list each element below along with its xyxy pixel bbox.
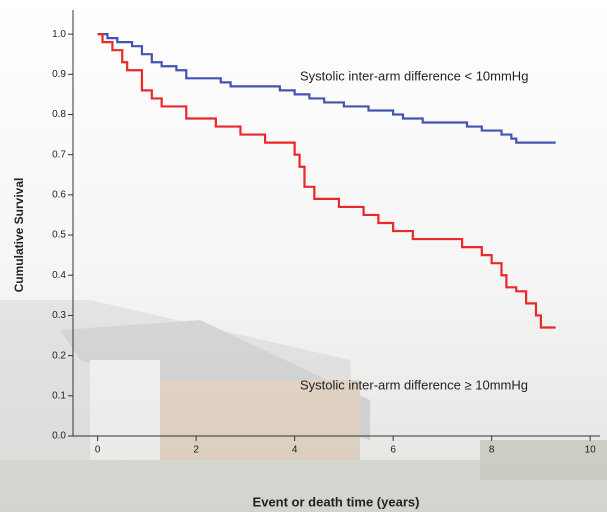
chart: Cumulative Survival Event or death time …	[0, 0, 607, 512]
y-tick-label: 0.9	[52, 69, 66, 80]
y-tick-label: 1.0	[52, 29, 66, 40]
y-tick-label: 0.5	[52, 230, 66, 241]
y-tick-label: 0.4	[52, 270, 66, 281]
y-axis-label: Cumulative Survival	[12, 178, 26, 293]
y-tick-label: 0.8	[52, 109, 66, 120]
x-tick-label: 4	[292, 445, 298, 456]
y-tick-label: 0.2	[52, 350, 66, 361]
x-tick-label: 8	[489, 445, 495, 456]
y-tick-label: 0.1	[52, 390, 66, 401]
y-tick-label: 0.6	[52, 190, 66, 201]
x-tick-label: 0	[95, 445, 101, 456]
x-tick-label: 10	[585, 445, 597, 456]
y-tick-label: 0.0	[52, 431, 66, 442]
series-label: Systolic inter-arm difference ≥ 10mmHg	[300, 377, 528, 392]
x-tick-label: 2	[193, 445, 199, 456]
series-label: Systolic inter-arm difference < 10mmHg	[300, 68, 528, 83]
y-tick-label: 0.7	[52, 149, 66, 160]
y-tick-label: 0.3	[52, 310, 66, 321]
x-axis-label: Event or death time (years)	[253, 494, 420, 509]
x-tick-label: 6	[390, 445, 396, 456]
page: {"chart_data": { "type": "step", "y_labe…	[0, 0, 607, 512]
